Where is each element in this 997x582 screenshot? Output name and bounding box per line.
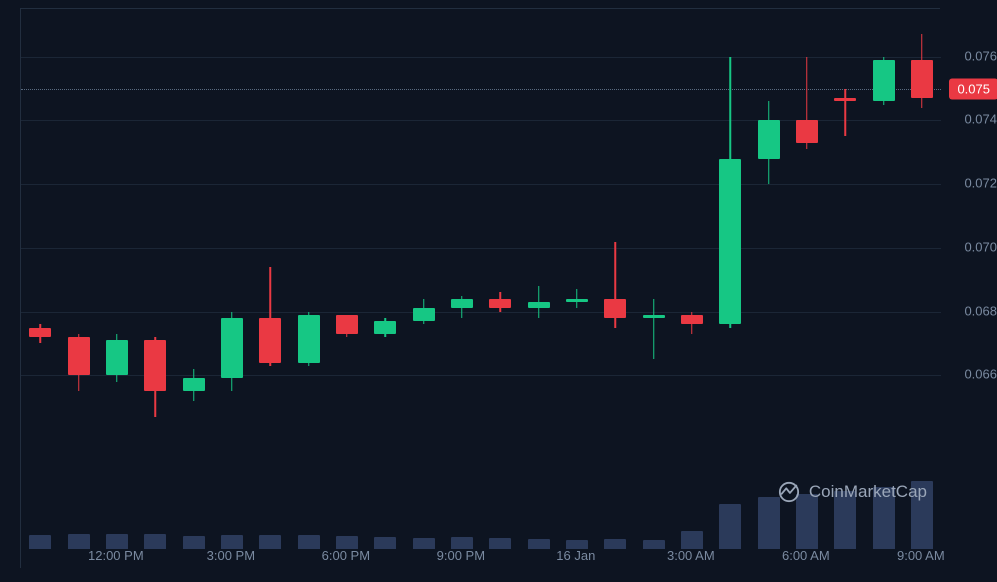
candle-body (758, 120, 780, 158)
candle-wick (653, 299, 655, 360)
candle[interactable] (528, 9, 550, 439)
volume-bar[interactable] (29, 535, 51, 549)
candle[interactable] (489, 9, 511, 439)
candle[interactable] (758, 9, 780, 439)
candle-body (413, 308, 435, 321)
volume-bar[interactable] (68, 534, 90, 549)
candle[interactable] (451, 9, 473, 439)
x-tick-label: 6:00 AM (782, 548, 830, 563)
candle-body (643, 315, 665, 318)
candle-body (298, 315, 320, 363)
candle[interactable] (873, 9, 895, 439)
volume-bar[interactable] (221, 535, 243, 549)
candle-body (873, 60, 895, 101)
y-tick-label: 0.074 (942, 112, 997, 127)
y-tick-label: 0.068 (942, 303, 997, 318)
x-tick-label: 6:00 PM (322, 548, 370, 563)
candle[interactable] (643, 9, 665, 439)
y-tick-label: 0.066 (942, 367, 997, 382)
candle[interactable] (796, 9, 818, 439)
candle-body (106, 340, 128, 375)
x-tick-label: 3:00 PM (207, 548, 255, 563)
candle-body (681, 315, 703, 325)
volume-bar[interactable] (106, 534, 128, 549)
candle-body (68, 337, 90, 375)
watermark-text: CoinMarketCap (809, 482, 927, 502)
x-tick-label: 3:00 AM (667, 548, 715, 563)
y-axis: 0.066 0.068 0.070 0.072 0.074 0.076 (942, 8, 997, 438)
candle-body (29, 328, 51, 338)
candle[interactable] (413, 9, 435, 439)
candle-body (489, 299, 511, 309)
candle[interactable] (183, 9, 205, 439)
candle[interactable] (298, 9, 320, 439)
candle-body (566, 299, 588, 302)
candle-body (451, 299, 473, 309)
y-tick-label: 0.076 (942, 48, 997, 63)
x-tick-label: 12:00 PM (88, 548, 144, 563)
candle-body (221, 318, 243, 379)
volume-bar[interactable] (681, 531, 703, 549)
candlestick-plot-area[interactable]: 0.075 (21, 9, 941, 439)
candle-body (796, 120, 818, 142)
candle[interactable] (29, 9, 51, 439)
candle[interactable] (566, 9, 588, 439)
candle-body (528, 302, 550, 308)
candle-body (259, 318, 281, 363)
candle[interactable] (336, 9, 358, 439)
candle[interactable] (834, 9, 856, 439)
candle[interactable] (911, 9, 933, 439)
candle[interactable] (144, 9, 166, 439)
candle-body (183, 378, 205, 391)
volume-bar[interactable] (758, 497, 780, 549)
candle-body (374, 321, 396, 334)
volume-bar[interactable] (259, 535, 281, 549)
y-tick-label: 0.070 (942, 239, 997, 254)
candle-body (834, 98, 856, 101)
x-tick-label: 9:00 PM (437, 548, 485, 563)
candle[interactable] (374, 9, 396, 439)
watermark: CoinMarketCap (778, 481, 927, 503)
x-axis: 12:00 PM 3:00 PM 6:00 PM 9:00 PM 16 Jan 3:00 … (20, 548, 940, 568)
volume-bar[interactable] (719, 504, 741, 549)
candle-body (336, 315, 358, 334)
candle-wick (844, 89, 846, 137)
candle-body (719, 159, 741, 325)
x-tick-label: 16 Jan (556, 548, 595, 563)
coinmarketcap-icon (778, 481, 800, 503)
volume-bar[interactable] (298, 535, 320, 549)
candle[interactable] (259, 9, 281, 439)
candle-body (911, 60, 933, 98)
candle[interactable] (68, 9, 90, 439)
candle[interactable] (719, 9, 741, 439)
candle-body (144, 340, 166, 391)
candle[interactable] (106, 9, 128, 439)
candle[interactable] (604, 9, 626, 439)
candle-body (604, 299, 626, 318)
x-tick-label: 9:00 AM (897, 548, 945, 563)
candle[interactable] (221, 9, 243, 439)
volume-bar[interactable] (144, 534, 166, 549)
y-tick-label: 0.072 (942, 176, 997, 191)
candle[interactable] (681, 9, 703, 439)
